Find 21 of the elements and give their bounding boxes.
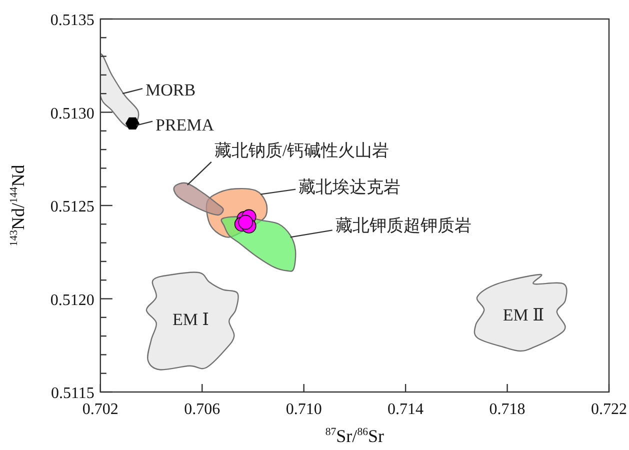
x-tick-label: 0.714 bbox=[388, 401, 424, 418]
y-tick-label: 0.5135 bbox=[50, 12, 94, 29]
annotation: MORB bbox=[146, 80, 196, 100]
series-label: EM Ⅱ bbox=[502, 305, 544, 324]
y-tick-label: 0.5125 bbox=[50, 198, 94, 216]
point bbox=[238, 214, 254, 230]
annotation: 藏北埃达克岩 bbox=[298, 177, 401, 196]
x-tick-label: 0.702 bbox=[82, 401, 118, 418]
y-tick-label: 0.5130 bbox=[50, 105, 94, 122]
y-tick-label: 0.5115 bbox=[50, 385, 94, 402]
annotation: PREMA bbox=[156, 115, 215, 134]
annotation: 藏北钾质超钾质岩 bbox=[335, 216, 472, 236]
x-axis-title: $^{87}$Sr/$^{86}$Sr bbox=[325, 426, 384, 446]
x-tick-label: 0.722 bbox=[591, 401, 627, 418]
x-tick-label: 0.718 bbox=[489, 401, 526, 418]
series-label: EM Ⅰ bbox=[172, 310, 209, 329]
y-tick-label: 0.5120 bbox=[50, 292, 94, 309]
x-tick-label: 0.706 bbox=[184, 401, 220, 418]
x-tick-label: 0.710 bbox=[286, 401, 322, 418]
annotation: 藏北钠质/钙碱性火山岩 bbox=[214, 140, 390, 160]
point bbox=[125, 117, 140, 130]
